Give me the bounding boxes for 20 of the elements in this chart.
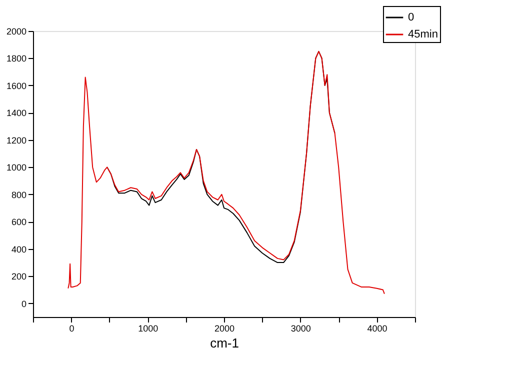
y-tick-label: 1600 — [6, 80, 26, 91]
line-series — [68, 50, 385, 294]
y-tick-label: 400 — [11, 244, 26, 254]
y-tick-label: 1800 — [6, 54, 26, 64]
x-tick-label: 1000 — [138, 324, 158, 334]
x-axis-title: cm-1 — [210, 336, 239, 350]
legend-label: 0 — [408, 12, 414, 24]
y-tick-label: 200 — [11, 272, 26, 282]
y-tick-label: 1000 — [6, 162, 26, 173]
x-tick-label: 4000 — [367, 324, 388, 334]
x-tick-label: 2000 — [214, 324, 235, 334]
y-tick-label: 1400 — [6, 108, 26, 118]
legend-label: 45min — [408, 28, 438, 40]
y-tick-label: 2000 — [6, 26, 26, 36]
x-tick-label: 3000 — [290, 324, 311, 334]
y-tick-label: 600 — [11, 217, 26, 228]
y-tick-label: 800 — [11, 190, 26, 200]
y-tick-label: 0 — [21, 298, 26, 309]
x-tick-label: 0 — [69, 324, 74, 334]
y-tick-label: 1200 — [6, 135, 26, 146]
